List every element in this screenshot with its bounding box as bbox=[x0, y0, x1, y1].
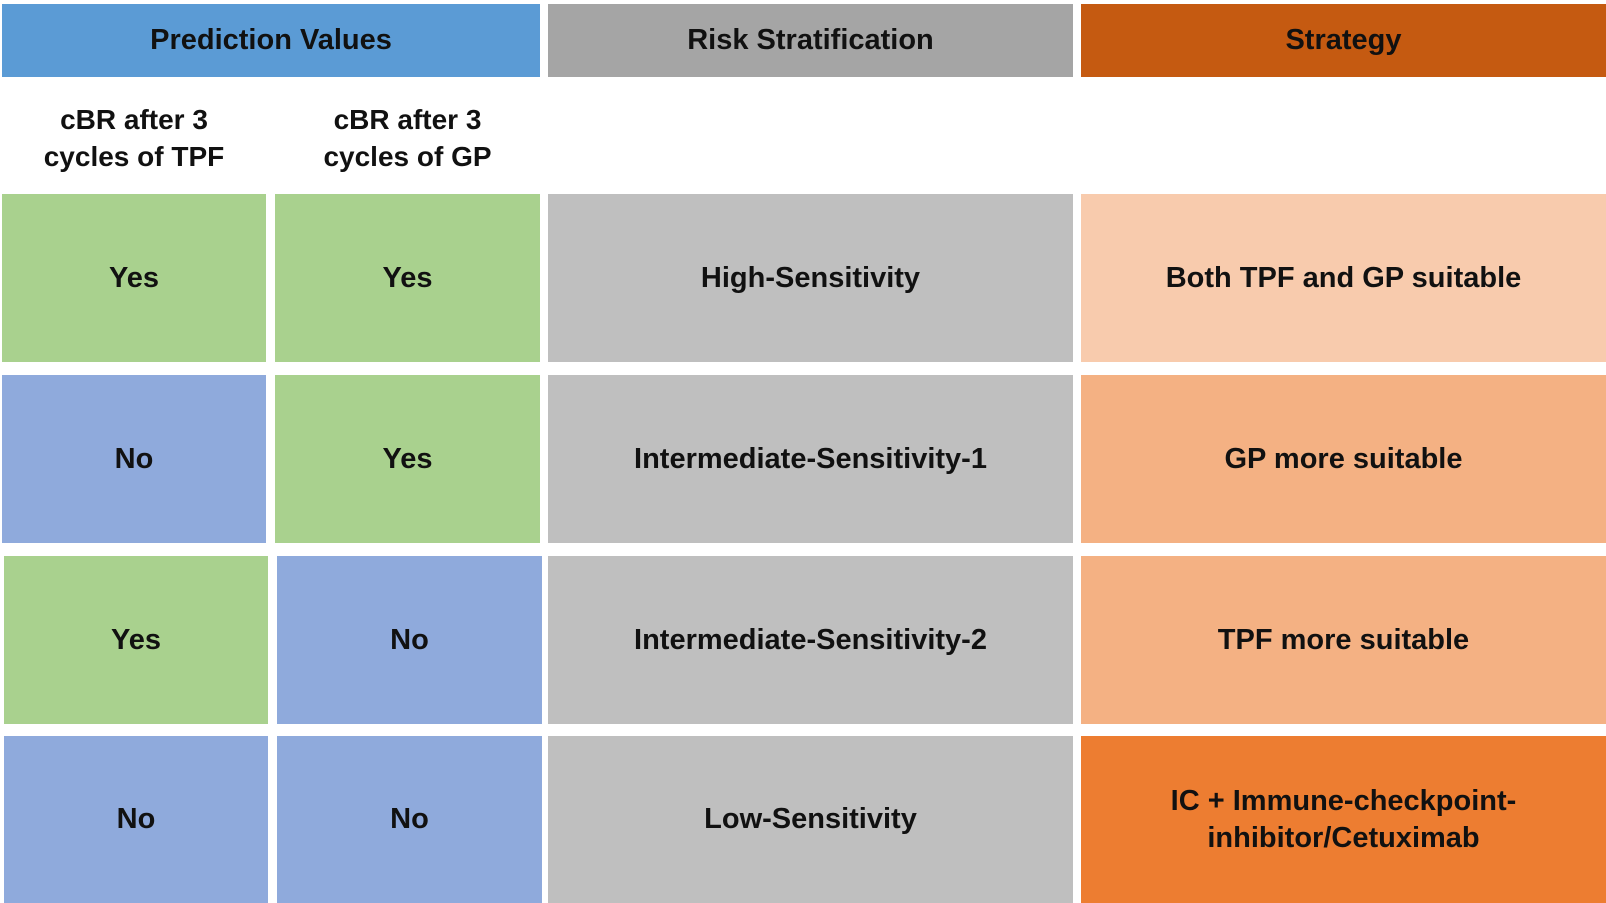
row-3-strategy: TPF more suitable bbox=[1081, 556, 1606, 724]
row-2-strategy: GP more suitable bbox=[1081, 375, 1606, 543]
subheader-tpf: cBR after 3 cycles of TPF bbox=[43, 104, 225, 172]
row-3-tpf-value: Yes bbox=[4, 556, 268, 724]
subheader-gp: cBR after 3 cycles of GP bbox=[323, 104, 492, 172]
row-1-tpf-value: Yes bbox=[2, 194, 266, 362]
header-risk-stratification: Risk Stratification bbox=[548, 4, 1073, 77]
row-2-gp-value: Yes bbox=[275, 375, 540, 543]
row-1-strategy: Both TPF and GP suitable bbox=[1081, 194, 1606, 362]
header-prediction-values: Prediction Values bbox=[2, 4, 540, 77]
row-4-risk: Low-Sensitivity bbox=[548, 736, 1073, 903]
row-4-tpf-value: No bbox=[4, 736, 268, 903]
row-4-gp-value: No bbox=[277, 736, 542, 903]
row-3-risk: Intermediate-Sensitivity-2 bbox=[548, 556, 1073, 724]
row-2-tpf-value: No bbox=[2, 375, 266, 543]
row-2-risk: Intermediate-Sensitivity-1 bbox=[548, 375, 1073, 543]
row-4-strategy: IC + Immune-checkpoint-inhibitor/Cetuxim… bbox=[1081, 736, 1606, 903]
row-3-gp-value: No bbox=[277, 556, 542, 724]
row-1-risk: High-Sensitivity bbox=[548, 194, 1073, 362]
row-1-gp-value: Yes bbox=[275, 194, 540, 362]
header-strategy: Strategy bbox=[1081, 4, 1606, 77]
